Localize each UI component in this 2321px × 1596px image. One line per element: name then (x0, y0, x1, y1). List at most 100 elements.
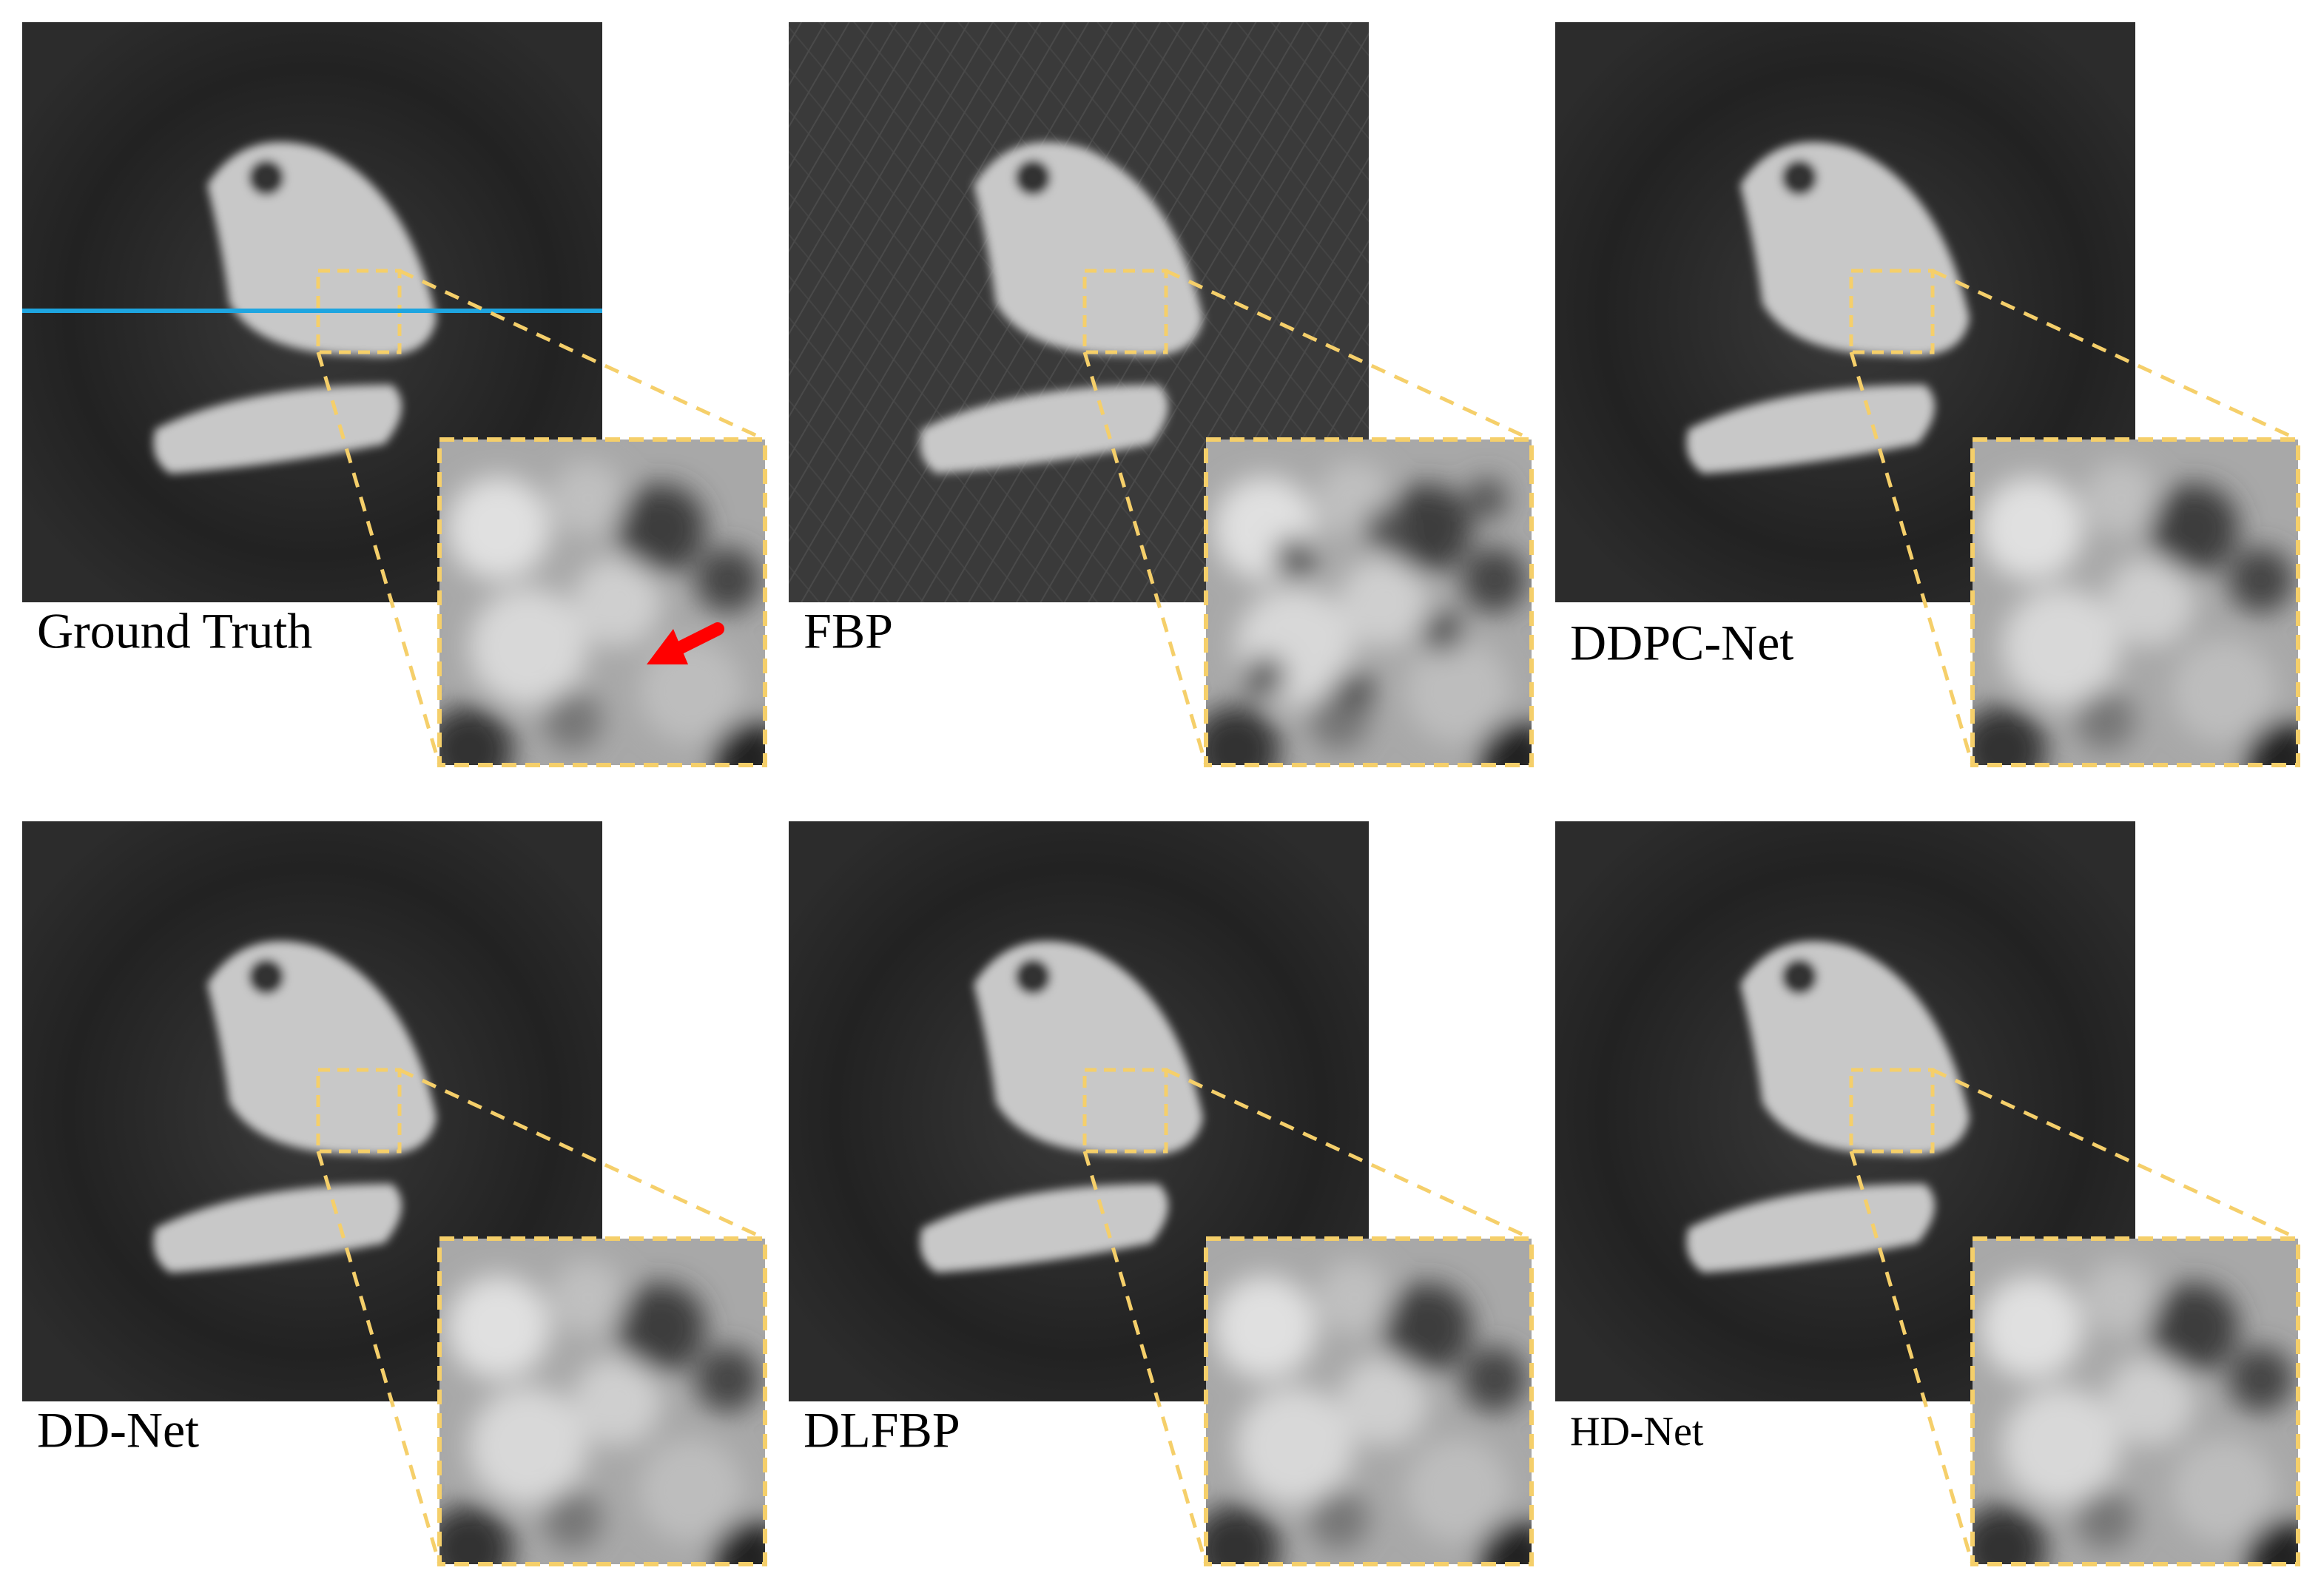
texture-blob (2172, 1438, 2276, 1542)
panel: HD-Net (1555, 821, 2300, 1566)
texture-blob (2106, 1357, 2194, 1446)
texture-blob (1213, 1276, 1317, 1379)
zoom-inset (1206, 440, 1532, 765)
inset-texture (1206, 1261, 1532, 1564)
upper-bone (207, 940, 437, 1156)
upper-bone (1740, 940, 1970, 1156)
texture-blob (2172, 639, 2276, 743)
texture-blob (573, 558, 661, 647)
hole (1782, 160, 1817, 195)
texture-blob (1980, 477, 2083, 580)
bone (920, 141, 1203, 474)
upper-bone (207, 141, 437, 357)
texture-blob (1973, 1505, 2047, 1564)
zoom-connector (316, 1151, 442, 1565)
inset-texture (1973, 462, 2298, 765)
texture-blob (469, 587, 587, 706)
texture-blob (1980, 1276, 2083, 1379)
texture-blob (695, 548, 761, 613)
texture-blob (447, 477, 550, 580)
texture-blob (1236, 1387, 1354, 1505)
texture-blob (439, 1505, 513, 1564)
texture-blob (1973, 706, 2047, 765)
texture-blob (2083, 462, 2157, 536)
texture-blob (2002, 587, 2120, 706)
texture-blob (1310, 1490, 1369, 1549)
texture-blob (1406, 1438, 1509, 1542)
texture-blob (713, 721, 765, 765)
panel: Ground Truth (22, 22, 767, 767)
panel-label: Ground Truth (37, 603, 312, 659)
lower-bone (153, 385, 402, 474)
texture-blob (2229, 548, 2294, 613)
noise-blob (1422, 611, 1463, 653)
inset-texture (439, 462, 765, 765)
zoom-connector (316, 351, 442, 766)
lower-bone (920, 385, 1168, 474)
texture-blob (1206, 1505, 1280, 1564)
upper-bone (974, 141, 1203, 357)
zoom-connector (1931, 269, 2300, 442)
zoom-inset (439, 440, 765, 765)
noise-blob (1333, 670, 1375, 712)
noise-blob (1466, 478, 1508, 519)
noise-blob (1244, 656, 1286, 697)
zoom-inset (1973, 440, 2298, 765)
texture-blob (1339, 1357, 1428, 1446)
inset-texture (1973, 1261, 2298, 1564)
panel: FBP (789, 22, 1534, 767)
texture-blob (2106, 558, 2194, 647)
inset-texture (1206, 462, 1532, 765)
zoom-connector (398, 1068, 767, 1241)
zoom-connector (1165, 269, 1533, 442)
hole (1782, 959, 1817, 994)
bone (920, 940, 1203, 1273)
zoom-connector (1849, 351, 1975, 766)
panel-label: DD-Net (37, 1402, 199, 1458)
bone (153, 940, 437, 1273)
upper-bone (1740, 141, 1970, 357)
panel-label: FBP (804, 603, 893, 659)
texture-blob (550, 1261, 624, 1335)
texture-blob (617, 484, 706, 573)
zoom-box (1849, 1068, 1935, 1154)
texture-blob (573, 1357, 661, 1446)
panel: DLFBP (789, 821, 1534, 1566)
texture-blob (469, 1387, 587, 1505)
texture-blob (1339, 558, 1428, 647)
texture-blob (1206, 706, 1280, 765)
texture-blob (1384, 1283, 1472, 1372)
zoom-connector (1082, 1151, 1208, 1565)
texture-blob (1462, 548, 1527, 613)
zoom-box (1082, 1068, 1168, 1154)
texture-blob (2076, 1490, 2135, 1549)
zoom-connector (1931, 1068, 2300, 1241)
ct-image (789, 22, 1369, 602)
texture-blob (1317, 1261, 1391, 1335)
noise-blob (1363, 508, 1404, 549)
zoom-connector (1165, 1068, 1533, 1241)
inset-border (1970, 437, 2300, 767)
texture-blob (2002, 1387, 2120, 1505)
texture-blob (1480, 721, 1532, 765)
texture-blob (439, 706, 513, 765)
texture-blob (695, 1347, 761, 1412)
ct-image (22, 821, 602, 1401)
texture-blob (2229, 1347, 2294, 1412)
noise-blob (1274, 537, 1316, 579)
zoom-inset (1973, 1239, 2298, 1564)
lower-bone (920, 1184, 1168, 1273)
panel-label: DDPC-Net (1570, 615, 1793, 671)
panel: DD-Net (22, 821, 767, 1566)
zoom-connector (398, 269, 767, 442)
texture-blob (2150, 1283, 2239, 1372)
hole (249, 959, 284, 994)
texture-blob (447, 1276, 550, 1379)
panel: DDPC-Net (1555, 22, 2300, 767)
zoom-box (1849, 269, 1935, 354)
texture-blob (2246, 721, 2298, 765)
texture-blob (639, 1438, 743, 1542)
texture-blob (639, 639, 743, 743)
texture-blob (2076, 691, 2135, 750)
